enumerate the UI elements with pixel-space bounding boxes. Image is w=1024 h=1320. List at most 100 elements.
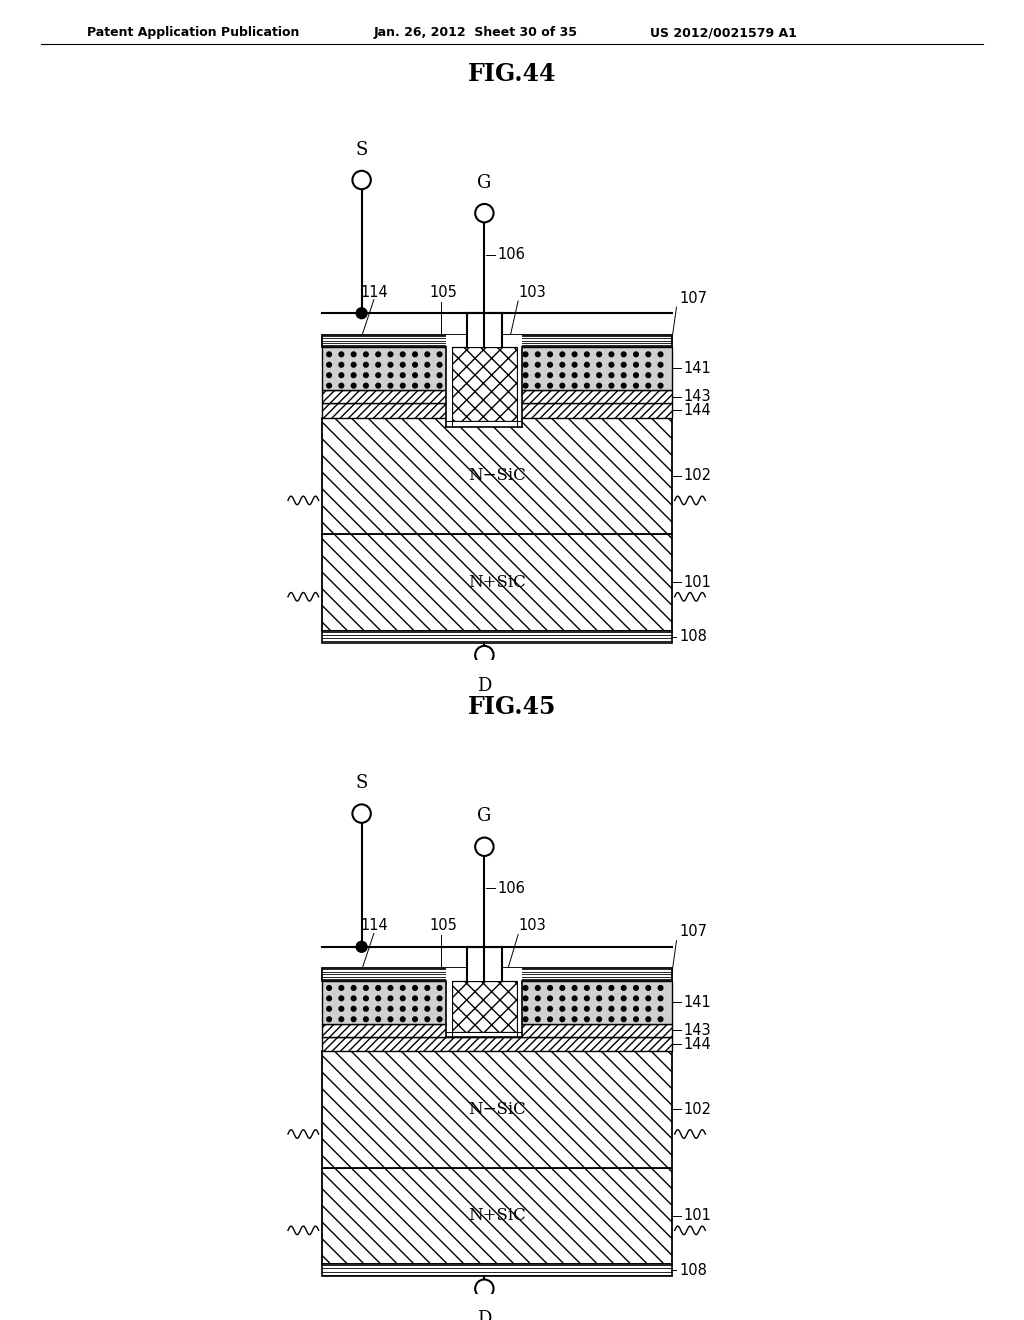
Circle shape [475, 645, 494, 664]
Bar [322, 335, 672, 347]
Circle shape [437, 986, 442, 990]
Circle shape [536, 1016, 540, 1022]
Circle shape [413, 352, 418, 356]
Text: FIG.44: FIG.44 [468, 62, 556, 86]
Circle shape [437, 363, 442, 367]
Circle shape [560, 372, 564, 378]
Circle shape [400, 352, 406, 356]
Bar [322, 535, 672, 631]
Circle shape [572, 363, 577, 367]
Text: 107: 107 [679, 290, 707, 306]
Circle shape [376, 997, 381, 1001]
Circle shape [400, 997, 406, 1001]
Text: 107: 107 [679, 924, 707, 940]
Circle shape [523, 997, 527, 1001]
Circle shape [413, 1006, 418, 1011]
Circle shape [622, 352, 626, 356]
Circle shape [388, 986, 393, 990]
Text: 103: 103 [518, 285, 546, 300]
Text: 101: 101 [684, 1208, 712, 1224]
Circle shape [585, 986, 589, 990]
Circle shape [548, 363, 552, 367]
Text: 114: 114 [360, 919, 388, 933]
Bar [452, 981, 517, 1031]
Circle shape [548, 372, 552, 378]
Circle shape [400, 372, 406, 378]
Circle shape [585, 363, 589, 367]
Circle shape [622, 372, 626, 378]
Circle shape [622, 1016, 626, 1022]
Circle shape [560, 383, 564, 388]
Bar [446, 981, 452, 1038]
Circle shape [609, 352, 613, 356]
Circle shape [339, 372, 344, 378]
Circle shape [572, 1016, 577, 1022]
Circle shape [351, 363, 356, 367]
Circle shape [548, 352, 552, 356]
Circle shape [327, 363, 332, 367]
Circle shape [523, 352, 527, 356]
Circle shape [634, 363, 638, 367]
Circle shape [400, 383, 406, 388]
Circle shape [339, 383, 344, 388]
Circle shape [536, 997, 540, 1001]
Circle shape [351, 352, 356, 356]
Circle shape [364, 1016, 369, 1022]
Circle shape [351, 372, 356, 378]
Text: N+SiC: N+SiC [468, 1208, 525, 1225]
Circle shape [622, 1006, 626, 1011]
Circle shape [376, 1016, 381, 1022]
Circle shape [634, 372, 638, 378]
Circle shape [351, 997, 356, 1001]
Circle shape [425, 372, 430, 378]
Circle shape [572, 1006, 577, 1011]
Circle shape [425, 997, 430, 1001]
Text: S: S [355, 140, 368, 158]
Circle shape [523, 383, 527, 388]
Circle shape [622, 997, 626, 1001]
Circle shape [646, 363, 650, 367]
Bar [322, 404, 672, 417]
Circle shape [658, 997, 663, 1001]
Bar [446, 335, 522, 426]
Circle shape [622, 363, 626, 367]
Circle shape [339, 986, 344, 990]
Circle shape [388, 1016, 393, 1022]
Circle shape [388, 363, 393, 367]
Circle shape [327, 383, 332, 388]
Circle shape [413, 997, 418, 1001]
Circle shape [425, 352, 430, 356]
Circle shape [523, 986, 527, 990]
Circle shape [658, 352, 663, 356]
Circle shape [425, 986, 430, 990]
Circle shape [364, 986, 369, 990]
Circle shape [400, 1006, 406, 1011]
Circle shape [364, 997, 369, 1001]
Circle shape [548, 383, 552, 388]
Circle shape [327, 986, 332, 990]
Text: 144: 144 [684, 1036, 712, 1052]
Circle shape [364, 352, 369, 356]
Circle shape [609, 363, 613, 367]
Text: 108: 108 [679, 1263, 707, 1278]
Text: D: D [477, 1311, 492, 1320]
Bar [322, 981, 672, 1023]
Circle shape [413, 363, 418, 367]
Circle shape [388, 352, 393, 356]
Text: 103: 103 [518, 919, 546, 933]
Circle shape [658, 1006, 663, 1011]
Circle shape [327, 372, 332, 378]
Circle shape [609, 1016, 613, 1022]
Circle shape [585, 352, 589, 356]
Circle shape [437, 383, 442, 388]
Text: Jan. 26, 2012  Sheet 30 of 35: Jan. 26, 2012 Sheet 30 of 35 [374, 26, 578, 40]
Bar [322, 1038, 672, 1051]
Circle shape [646, 1016, 650, 1022]
Circle shape [634, 1006, 638, 1011]
Circle shape [597, 986, 601, 990]
Circle shape [339, 1006, 344, 1011]
Circle shape [622, 383, 626, 388]
Text: 108: 108 [679, 630, 707, 644]
Text: FIG.45: FIG.45 [468, 696, 556, 719]
Bar [322, 417, 672, 535]
